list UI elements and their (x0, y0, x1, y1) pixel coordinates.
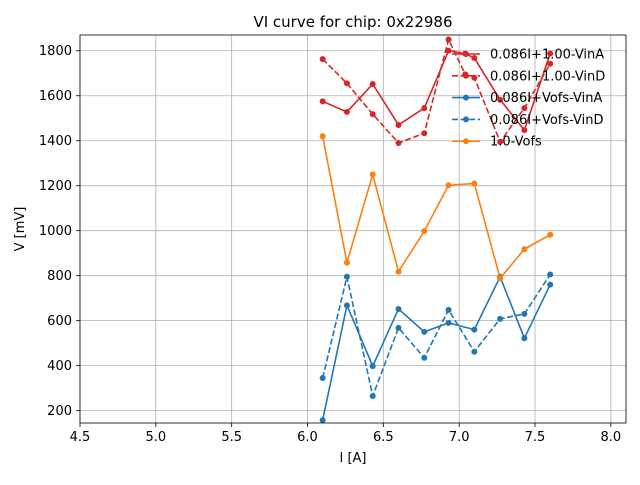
x-tick-label: 8.0 (600, 430, 621, 445)
data-point (521, 246, 528, 253)
series-0-086i-1-00-vind (319, 36, 554, 146)
legend-marker (463, 138, 469, 145)
y-tick-label: 1400 (39, 134, 72, 149)
series-line (321, 274, 551, 397)
y-tick-label: 1000 (39, 224, 72, 239)
series-0-086i-vofs-vind (319, 271, 554, 400)
data-point (395, 139, 402, 146)
data-point (521, 310, 528, 317)
x-tick-label: 7.5 (525, 430, 546, 445)
data-point (343, 259, 350, 266)
x-tick-label: 4.5 (70, 430, 91, 445)
data-point (343, 108, 350, 115)
data-point (319, 98, 326, 105)
data-point (369, 171, 376, 178)
legend-label: 0.086I+Vofs-VinD (490, 113, 604, 128)
data-point (547, 231, 554, 238)
legend-entry: 0.086I+1.00-VinD (452, 69, 605, 84)
x-tick-label: 7.0 (449, 430, 470, 445)
data-point (445, 182, 452, 189)
series-line (321, 136, 551, 280)
x-tick-label: 5.5 (221, 430, 242, 445)
data-point (343, 273, 350, 280)
y-tick-label: 1600 (39, 89, 72, 104)
y-tick-label: 600 (47, 314, 72, 329)
legend-entry: 0.086I+Vofs-VinA (452, 91, 603, 106)
y-tick-label: 1800 (39, 44, 72, 59)
data-point (497, 275, 504, 282)
data-point (421, 354, 428, 361)
grid (79, 35, 626, 423)
data-point (395, 121, 402, 128)
legend-label: 0.086I+Vofs-VinA (490, 91, 603, 106)
data-point (395, 324, 402, 331)
data-point (445, 319, 452, 326)
legend-label: 0.086I+1.00-VinD (490, 69, 605, 84)
x-tick-label: 5.0 (145, 430, 166, 445)
data-point (319, 56, 326, 63)
data-point (319, 417, 326, 424)
data-point (369, 393, 376, 400)
x-tick-label: 6.0 (297, 430, 318, 445)
data-point (471, 180, 478, 187)
legend-marker (463, 51, 469, 57)
y-tick-label: 1200 (39, 179, 72, 194)
data-point (445, 306, 452, 313)
data-point (521, 335, 528, 342)
data-point (497, 138, 504, 145)
y-tick-label: 800 (47, 269, 72, 284)
data-point (319, 133, 326, 140)
axis-ticks: 4.5 5.0 5.5 6.0 6.5 7.0 7.5 8.0 200 400 600 800 1000… (39, 44, 621, 445)
series-0-086i-vofs-vina (319, 273, 554, 424)
data-point (497, 315, 504, 322)
data-point (369, 81, 376, 88)
data-point (445, 36, 452, 43)
plot-frame (79, 34, 627, 424)
data-point (421, 130, 428, 137)
data-point (521, 127, 528, 134)
data-point (369, 363, 376, 370)
data-point (521, 105, 528, 112)
data-point (471, 54, 478, 61)
y-tick-label: 200 (47, 404, 72, 419)
legend-marker (463, 94, 469, 101)
legend-label: 0.086I+1.00-VinA (490, 48, 604, 63)
data-point (319, 375, 326, 382)
data-point (343, 80, 350, 87)
legend-entry: 1.0-Vofs (452, 135, 542, 150)
plot-series (319, 36, 554, 424)
chart-title: VI curve for chip: 0x22986 (253, 13, 452, 31)
y-tick-label: 400 (47, 359, 72, 374)
legend: 0.086I+1.00-VinA 0.086I+1.00-VinD 0.086I+V… (452, 48, 605, 150)
data-point (395, 268, 402, 275)
data-point (547, 281, 554, 288)
series-1-0-vofs (319, 133, 554, 282)
data-point (421, 228, 428, 235)
legend-label: 1.0-Vofs (490, 135, 542, 150)
data-point (497, 96, 504, 103)
legend-entry: 0.086I+Vofs-VinD (452, 113, 604, 128)
y-axis-label: V [mV] (13, 207, 28, 252)
data-point (421, 328, 428, 335)
data-point (547, 271, 554, 278)
data-point (421, 105, 428, 112)
legend-marker (463, 72, 469, 79)
data-point (471, 326, 478, 333)
data-point (445, 47, 452, 54)
data-point (471, 348, 478, 355)
series-line (321, 275, 551, 421)
data-point (343, 302, 350, 309)
data-point (547, 50, 554, 57)
x-axis-label: I [A] (339, 451, 366, 466)
data-point (395, 305, 402, 312)
legend-marker (463, 116, 469, 123)
data-point (547, 60, 554, 67)
data-point (369, 111, 376, 118)
legend-entry: 0.086I+1.00-VinA (452, 48, 604, 63)
x-tick-label: 6.5 (373, 430, 394, 445)
